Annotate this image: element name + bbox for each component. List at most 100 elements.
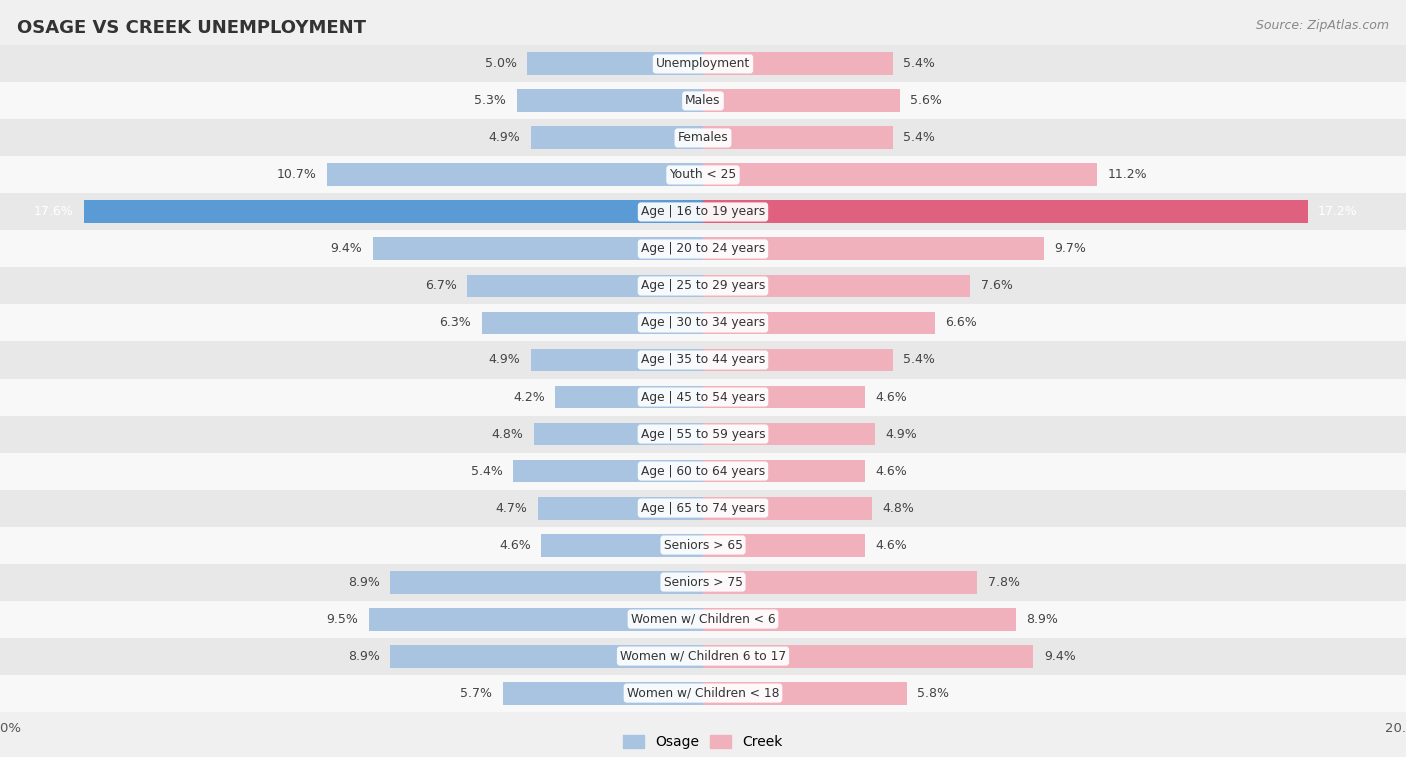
Text: 5.4%: 5.4% [904, 132, 935, 145]
Text: 5.4%: 5.4% [904, 58, 935, 70]
Text: 5.4%: 5.4% [471, 465, 503, 478]
Bar [0, 674, 1406, 712]
Bar [527, 52, 703, 76]
Bar [0, 157, 1406, 194]
Text: 5.6%: 5.6% [911, 95, 942, 107]
Bar [517, 89, 703, 112]
Text: Seniors > 75: Seniors > 75 [664, 575, 742, 588]
Bar [503, 681, 703, 705]
Text: 4.2%: 4.2% [513, 391, 546, 403]
Text: 5.7%: 5.7% [460, 687, 492, 699]
Bar [534, 422, 703, 445]
Bar [0, 230, 1406, 267]
Text: 4.8%: 4.8% [883, 502, 914, 515]
Bar [84, 201, 703, 223]
Text: 5.8%: 5.8% [917, 687, 949, 699]
Bar [703, 164, 1097, 186]
Bar [467, 275, 703, 298]
Bar [703, 126, 893, 149]
Bar [541, 534, 703, 556]
Text: 4.8%: 4.8% [492, 428, 524, 441]
Bar [0, 637, 1406, 674]
Text: Youth < 25: Youth < 25 [669, 169, 737, 182]
Bar [0, 194, 1406, 230]
Text: Females: Females [678, 132, 728, 145]
Text: Age | 25 to 29 years: Age | 25 to 29 years [641, 279, 765, 292]
Bar [0, 416, 1406, 453]
Bar [703, 201, 1308, 223]
Text: 7.6%: 7.6% [981, 279, 1012, 292]
Text: 7.8%: 7.8% [987, 575, 1019, 588]
Bar [0, 563, 1406, 600]
Text: 17.6%: 17.6% [34, 205, 73, 219]
Text: Age | 60 to 64 years: Age | 60 to 64 years [641, 465, 765, 478]
Text: 5.0%: 5.0% [485, 58, 517, 70]
Bar [391, 645, 703, 668]
Bar [703, 459, 865, 482]
Text: 9.5%: 9.5% [326, 612, 359, 625]
Text: 5.4%: 5.4% [904, 354, 935, 366]
Text: 9.4%: 9.4% [330, 242, 363, 255]
Text: 8.9%: 8.9% [347, 575, 380, 588]
Bar [703, 52, 893, 76]
Text: Age | 65 to 74 years: Age | 65 to 74 years [641, 502, 765, 515]
Text: 8.9%: 8.9% [1026, 612, 1059, 625]
Text: Women w/ Children 6 to 17: Women w/ Children 6 to 17 [620, 650, 786, 662]
Text: 4.6%: 4.6% [875, 465, 907, 478]
Bar [0, 120, 1406, 157]
Bar [0, 267, 1406, 304]
Bar [368, 608, 703, 631]
Text: Age | 20 to 24 years: Age | 20 to 24 years [641, 242, 765, 255]
Bar [373, 238, 703, 260]
Bar [703, 534, 865, 556]
Bar [703, 89, 900, 112]
Text: 9.4%: 9.4% [1043, 650, 1076, 662]
Text: Males: Males [685, 95, 721, 107]
Bar [703, 275, 970, 298]
Legend: Osage, Creek: Osage, Creek [617, 729, 789, 755]
Text: 4.7%: 4.7% [495, 502, 527, 515]
Text: 4.9%: 4.9% [488, 354, 520, 366]
Bar [0, 527, 1406, 563]
Text: 4.6%: 4.6% [499, 538, 531, 552]
Bar [703, 238, 1043, 260]
Bar [537, 497, 703, 519]
Text: Unemployment: Unemployment [655, 58, 751, 70]
Text: 6.3%: 6.3% [439, 316, 471, 329]
Text: Age | 35 to 44 years: Age | 35 to 44 years [641, 354, 765, 366]
Bar [0, 600, 1406, 637]
Bar [703, 571, 977, 593]
Bar [0, 378, 1406, 416]
Bar [0, 45, 1406, 83]
Text: Seniors > 65: Seniors > 65 [664, 538, 742, 552]
Bar [703, 385, 865, 409]
Text: Age | 45 to 54 years: Age | 45 to 54 years [641, 391, 765, 403]
Text: 8.9%: 8.9% [347, 650, 380, 662]
Text: 17.2%: 17.2% [1319, 205, 1358, 219]
Text: 4.6%: 4.6% [875, 391, 907, 403]
Bar [703, 348, 893, 372]
Bar [0, 341, 1406, 378]
Bar [703, 645, 1033, 668]
Text: 4.9%: 4.9% [488, 132, 520, 145]
Bar [0, 83, 1406, 120]
Text: Women w/ Children < 18: Women w/ Children < 18 [627, 687, 779, 699]
Bar [703, 312, 935, 335]
Text: Age | 30 to 34 years: Age | 30 to 34 years [641, 316, 765, 329]
Bar [531, 126, 703, 149]
Text: Age | 16 to 19 years: Age | 16 to 19 years [641, 205, 765, 219]
Bar [391, 571, 703, 593]
Text: 4.9%: 4.9% [886, 428, 918, 441]
Text: Age | 55 to 59 years: Age | 55 to 59 years [641, 428, 765, 441]
Bar [703, 422, 875, 445]
Text: 9.7%: 9.7% [1054, 242, 1087, 255]
Bar [531, 348, 703, 372]
Bar [703, 608, 1015, 631]
Bar [0, 490, 1406, 527]
Text: Source: ZipAtlas.com: Source: ZipAtlas.com [1256, 19, 1389, 32]
Bar [0, 304, 1406, 341]
Text: 4.6%: 4.6% [875, 538, 907, 552]
Bar [481, 312, 703, 335]
Text: OSAGE VS CREEK UNEMPLOYMENT: OSAGE VS CREEK UNEMPLOYMENT [17, 19, 366, 37]
Text: 10.7%: 10.7% [277, 169, 316, 182]
